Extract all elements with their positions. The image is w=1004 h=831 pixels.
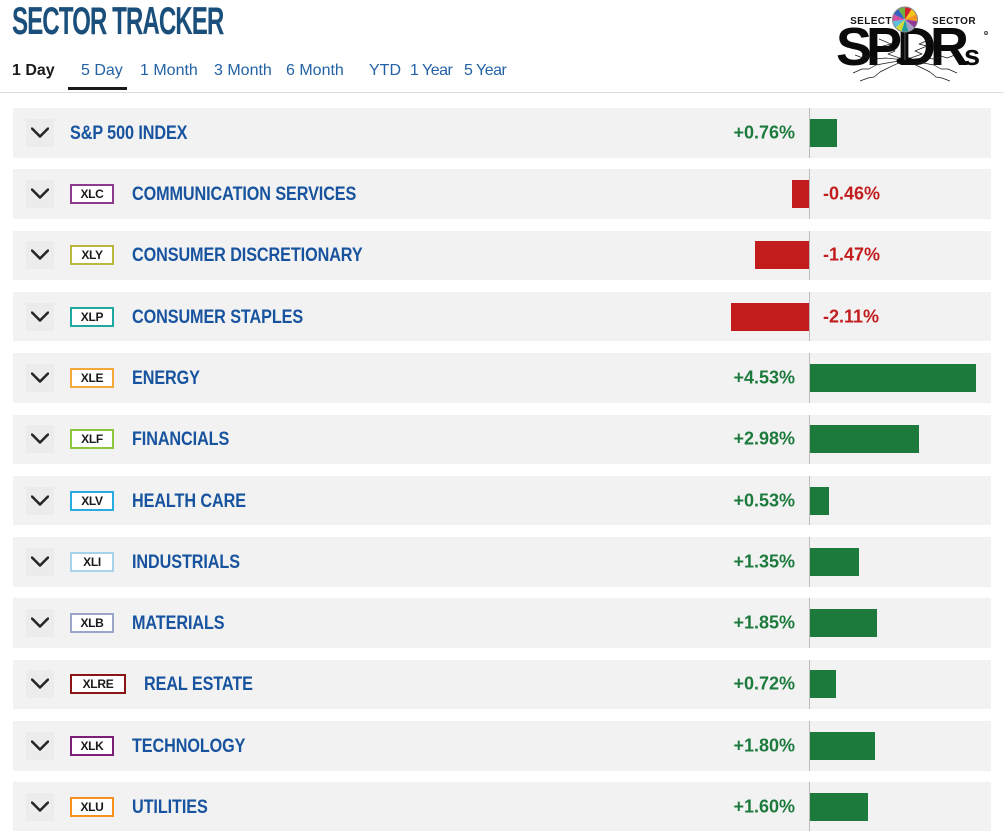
svg-text:R: R bbox=[985, 31, 987, 35]
